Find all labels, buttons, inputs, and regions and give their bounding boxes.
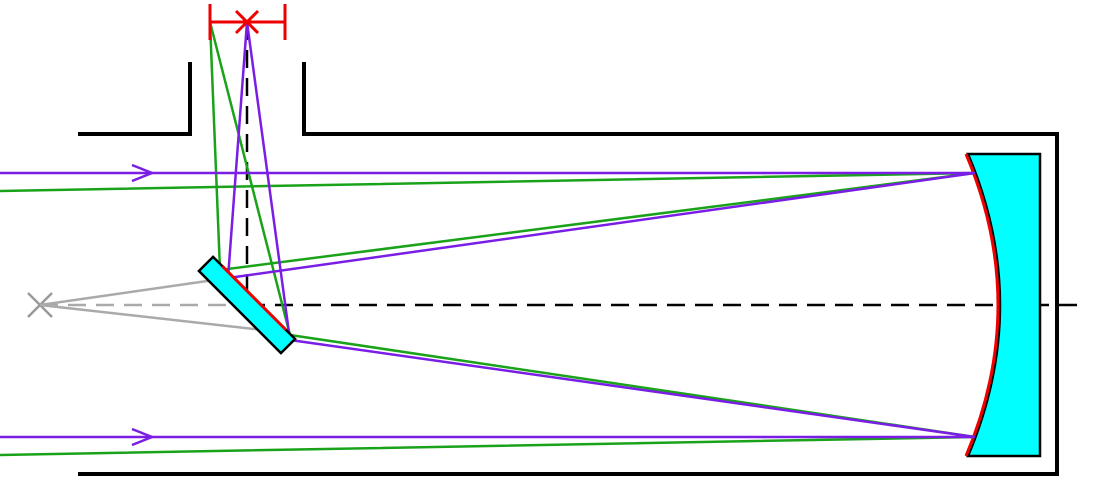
focus-marker — [208, 4, 287, 40]
green-ray — [0, 21, 976, 457]
secondary-mirror — [197, 255, 297, 355]
purple-ray — [0, 21, 976, 447]
virtual-ray — [39, 303, 291, 335]
tube-wall — [78, 62, 192, 136]
mirror-surface — [964, 153, 1000, 457]
tube-wall — [78, 62, 1059, 476]
primary-mirror — [966, 152, 1042, 458]
virtual-ray — [39, 276, 229, 307]
